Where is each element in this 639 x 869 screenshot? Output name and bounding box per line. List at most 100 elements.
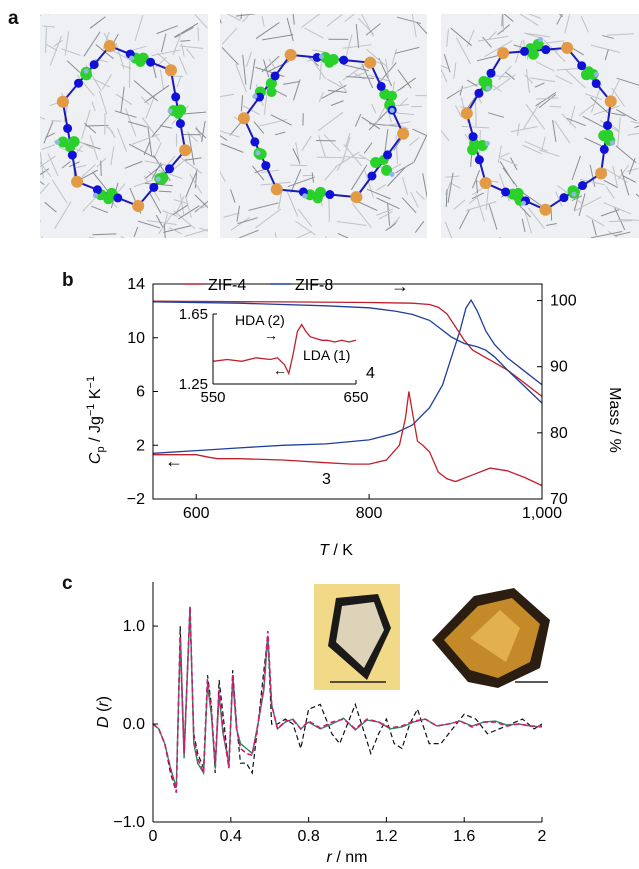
crystal-photo-clear (314, 584, 400, 690)
framework-bond (304, 27, 324, 39)
nitrogen-atom (599, 144, 609, 154)
framework-bond (100, 160, 102, 177)
framework-bond (316, 156, 343, 159)
framework-bond (144, 84, 170, 103)
framework-bond (376, 197, 400, 210)
carbon-atom (173, 108, 184, 119)
framework-bond (478, 35, 509, 42)
nitrogen-atom (325, 190, 335, 200)
hydrogen-atom (520, 200, 527, 206)
nitrogen-atom (171, 92, 181, 102)
framework-bond (505, 71, 515, 80)
nitrogen-atom (519, 46, 529, 56)
framework-bond (54, 201, 72, 230)
framework-bond (268, 58, 277, 70)
framework-bond (334, 151, 360, 168)
framework-bond (89, 135, 99, 161)
framework-bond (529, 77, 556, 83)
framework-bond (45, 44, 58, 51)
hydrogen-atom (389, 171, 395, 177)
framework-bond (510, 126, 538, 133)
framework-bond (230, 189, 236, 203)
y-tick-label-right: 90 (550, 359, 568, 376)
carbon-atom (381, 164, 393, 176)
carbon-atom (65, 142, 76, 153)
framework-bond (41, 236, 43, 238)
framework-bond (365, 23, 381, 36)
framework-bond (499, 157, 518, 166)
framework-bond (40, 161, 52, 178)
framework-bond (628, 158, 636, 175)
framework-bond (286, 17, 294, 42)
zinc-atom (479, 177, 492, 190)
nitrogen-atom (74, 78, 84, 88)
framework-bond (454, 105, 462, 118)
inset-x-tick-label: 650 (343, 389, 368, 406)
framework-bond (197, 205, 208, 210)
framework-bond (220, 135, 228, 141)
nitrogen-atom (376, 81, 386, 91)
framework-bond (160, 33, 167, 53)
framework-bond (394, 46, 420, 54)
framework-bond (295, 220, 316, 236)
x-tick-label: 600 (183, 505, 210, 522)
framework-bond (564, 14, 571, 34)
framework-bond (128, 143, 156, 159)
framework-bond (317, 111, 344, 132)
framework-bond (292, 14, 295, 25)
framework-bond (162, 210, 178, 217)
framework-bond (151, 113, 172, 138)
framework-bond (223, 212, 240, 218)
framework-bond (475, 193, 486, 222)
y-tick-label-left: 2 (136, 437, 145, 454)
framework-bond (64, 31, 70, 56)
framework-bond (393, 103, 410, 107)
framework-bond (194, 14, 208, 29)
framework-bond (355, 200, 378, 212)
framework-bond (297, 208, 313, 227)
framework-bond (155, 214, 164, 229)
framework-bond (195, 127, 207, 139)
framework-bond (40, 14, 41, 17)
carbon-atom (603, 129, 614, 140)
framework-bond (378, 211, 393, 220)
inset-series-zif4 (212, 323, 357, 376)
framework-bond (446, 28, 449, 47)
framework-bond (611, 112, 626, 117)
framework-bond (117, 128, 127, 152)
framework-bond (220, 143, 244, 153)
arrow-left-annotation: ← (165, 451, 183, 471)
nitrogen-atom (541, 45, 551, 55)
framework-bond (351, 202, 372, 229)
nitrogen-atom (254, 92, 264, 102)
framework-bond (369, 123, 401, 127)
hydrogen-atom (485, 85, 491, 91)
framework-bond (239, 229, 259, 238)
framework-bond (221, 47, 239, 66)
framework-bond (120, 86, 125, 114)
panel-label-a: a (8, 8, 19, 29)
x-tick-label-c: 0.4 (220, 828, 242, 845)
framework-bond (569, 105, 576, 125)
framework-bond (384, 129, 389, 154)
framework-bond (446, 89, 461, 100)
framework-bond (96, 157, 107, 168)
framework-bond (45, 132, 56, 138)
framework-bond (466, 201, 497, 212)
molecular-framework-icon (441, 14, 639, 238)
zinc-atom (350, 191, 363, 204)
series-line-zif4-mass (152, 300, 543, 398)
nitrogen-atom (89, 60, 99, 70)
framework-bond (500, 152, 510, 158)
framework-bond (368, 74, 390, 82)
zinc-atom (56, 95, 69, 108)
framework-bond (493, 74, 516, 91)
zinc-atom (561, 41, 574, 54)
framework-bond (590, 96, 609, 114)
framework-bond (115, 42, 125, 69)
framework-bond (615, 109, 637, 122)
framework-bond (220, 171, 226, 183)
framework-bond (357, 17, 374, 35)
nitrogen-atom (501, 187, 511, 197)
framework-bond (40, 168, 50, 176)
